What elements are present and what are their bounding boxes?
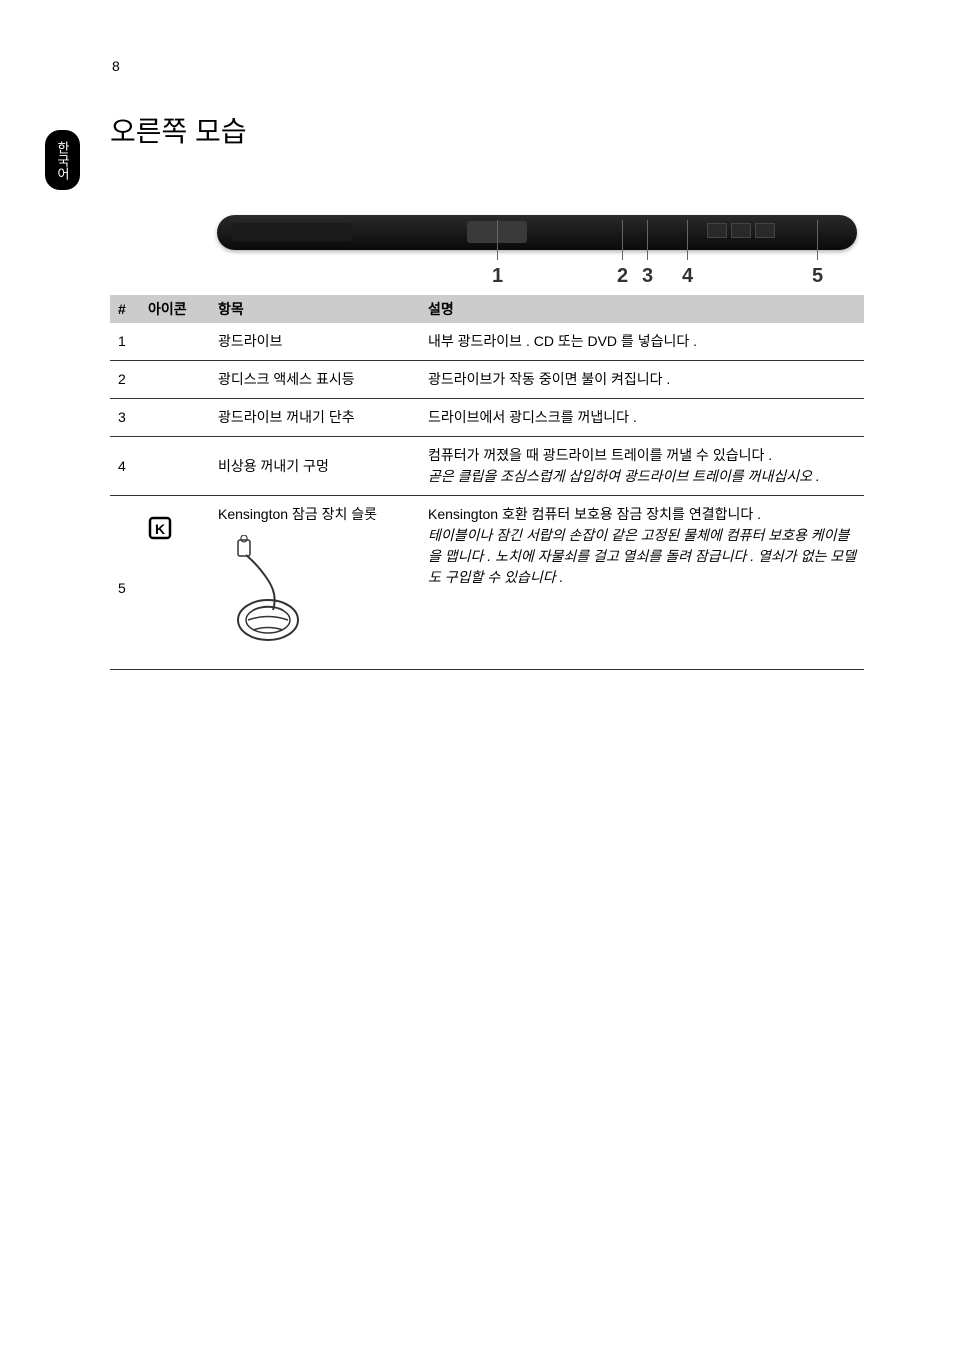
row-desc: 내부 광드라이브 . CD 또는 DVD 를 넣습니다 . — [420, 323, 864, 361]
laptop-side-diagram: 1 2 3 4 5 — [167, 180, 807, 260]
row-icon — [140, 399, 210, 437]
callout-number-5: 5 — [812, 265, 823, 288]
callout-line — [817, 220, 818, 260]
main-content: 오른쪽 모습 1 2 3 4 5 — [0, 0, 954, 670]
callout-number-2: 2 — [617, 265, 628, 288]
spec-table: # 아이콘 항목 설명 1 광드라이브 내부 광드라이브 . CD 또는 DVD… — [110, 295, 864, 670]
row-num: 4 — [110, 437, 140, 496]
row-icon — [140, 437, 210, 496]
callout-line — [687, 220, 688, 260]
callout-number-1: 1 — [492, 265, 503, 288]
callout-number-3: 3 — [642, 265, 653, 288]
row-num: 5 — [110, 496, 140, 670]
desc-note: 테이블이나 잠긴 서랍의 손잡이 같은 고정된 물체에 컴퓨터 보호용 케이블을… — [428, 527, 856, 585]
table-row: 1 광드라이브 내부 광드라이브 . CD 또는 DVD 를 넣습니다 . — [110, 323, 864, 361]
callout-lines — [217, 220, 857, 270]
row-item: Kensington 잠금 장치 슬롯 — [210, 496, 420, 670]
callout-line — [647, 220, 648, 260]
spec-table-container: # 아이콘 항목 설명 1 광드라이브 내부 광드라이브 . CD 또는 DVD… — [110, 295, 864, 670]
row-desc: 광드라이브가 작동 중이면 불이 켜집니다 . — [420, 361, 864, 399]
row-desc: 컴퓨터가 꺼졌을 때 광드라이브 트레이를 꺼낼 수 있습니다 . 곧은 클립을… — [420, 437, 864, 496]
callout-line — [622, 220, 623, 260]
table-row: 4 비상용 꺼내기 구멍 컴퓨터가 꺼졌을 때 광드라이브 트레이를 꺼낼 수 … — [110, 437, 864, 496]
row-desc: Kensington 호환 컴퓨터 보호용 잠금 장치를 연결합니다 . 테이블… — [420, 496, 864, 670]
callout-number-4: 4 — [682, 265, 693, 288]
table-row: 3 광드라이브 꺼내기 단추 드라이브에서 광디스크를 꺼냅니다 . — [110, 399, 864, 437]
row-item: 광디스크 액세스 표시등 — [210, 361, 420, 399]
header-icon: 아이콘 — [140, 295, 210, 323]
table-header-row: # 아이콘 항목 설명 — [110, 295, 864, 323]
item-text: Kensington 잠금 장치 슬롯 — [218, 506, 377, 522]
callout-line — [497, 220, 498, 260]
row-icon — [140, 361, 210, 399]
row-num: 2 — [110, 361, 140, 399]
svg-text:K: K — [155, 521, 165, 537]
header-item: 항목 — [210, 295, 420, 323]
desc-text: 컴퓨터가 꺼졌을 때 광드라이브 트레이를 꺼낼 수 있습니다 . — [428, 447, 772, 463]
row-item: 광드라이브 꺼내기 단추 — [210, 399, 420, 437]
row-icon — [140, 323, 210, 361]
kensington-lock-icon: K — [148, 516, 172, 540]
row-desc: 드라이브에서 광디스크를 꺼냅니다 . — [420, 399, 864, 437]
page-title: 오른쪽 모습 — [110, 110, 864, 150]
desc-text: Kensington 호환 컴퓨터 보호용 잠금 장치를 연결합니다 . — [428, 506, 761, 522]
row-item: 비상용 꺼내기 구멍 — [210, 437, 420, 496]
callout-numbers: 1 2 3 4 5 — [217, 265, 857, 295]
header-desc: 설명 — [420, 295, 864, 323]
row-num: 3 — [110, 399, 140, 437]
row-icon: K — [140, 496, 210, 670]
row-item: 광드라이브 — [210, 323, 420, 361]
language-tab: 한국어 — [45, 130, 80, 190]
desc-note: 곧은 클립을 조심스럽게 삽입하여 광드라이브 트레이를 꺼내십시오 . — [428, 468, 820, 484]
cable-lock-illustration — [218, 535, 338, 655]
table-row: 5 K Kensington 잠금 장치 슬롯 — [110, 496, 864, 670]
header-num: # — [110, 295, 140, 323]
table-row: 2 광디스크 액세스 표시등 광드라이브가 작동 중이면 불이 켜집니다 . — [110, 361, 864, 399]
row-num: 1 — [110, 323, 140, 361]
page-number: 8 — [112, 58, 120, 74]
